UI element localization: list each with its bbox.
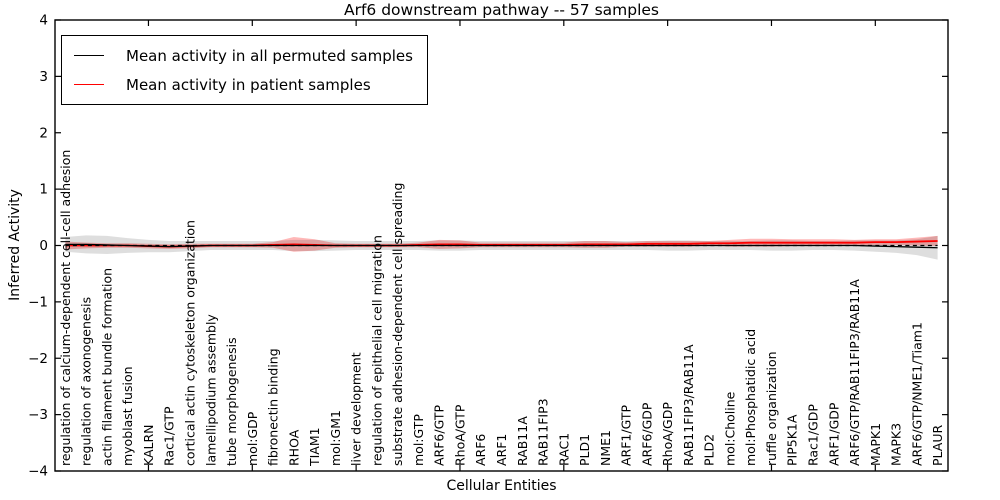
x-category-label: myoblast fusion [120,366,135,466]
x-category-label: RAC1 [556,433,571,466]
x-category-label: ARF6/GDP [639,402,654,466]
x-category-label: KALRN [141,424,156,466]
x-category-label: MAPK3 [889,423,904,466]
y-tick-label: 4 [39,13,48,29]
x-category-label: actin filament bundle formation [99,268,114,466]
x-category-label: ARF1 [494,434,509,466]
legend-entry-patient: Mean activity in patient samples [74,70,413,99]
x-category-label: Rac1/GDP [806,404,821,466]
x-category-label: ARF6/GTP [432,405,447,466]
y-axis-label: Inferred Activity [7,189,23,301]
legend-line-swatch-black [74,55,104,56]
legend-label: Mean activity in patient samples [126,75,371,94]
x-category-label: mol:GDP [245,411,260,466]
x-category-label: TIAM1 [307,427,322,467]
y-tick-label: −3 [28,407,48,423]
x-category-label: liver development [349,352,364,466]
x-category-label: MAPK1 [868,423,883,466]
x-category-label: ruffle organization [764,351,779,466]
legend-line-swatch-red [74,84,104,85]
x-category-label: ARF6/GTP/RAB11FIP3/RAB11A [847,279,862,466]
x-category-label: Rac1/GTP [162,406,177,466]
legend-label: Mean activity in all permuted samples [126,46,413,65]
x-category-label: ARF1/GTP [619,405,634,466]
x-category-label: ARF1/GDP [826,402,841,466]
x-category-label: ARF6 [473,434,488,466]
y-tick-label: 0 [39,238,48,254]
x-category-label: PIP5K1A [785,414,800,466]
x-category-label: regulation of epithelial cell migration [369,235,384,466]
y-tick-label: 3 [39,69,48,85]
x-category-label: NME1 [598,430,613,466]
y-tick-label: −4 [28,464,48,480]
x-category-label: mol:GM1 [328,410,343,466]
x-category-label: cortical actin cytoskeleton organization [182,220,197,466]
x-category-label: RAB11FIP3/RAB11A [681,344,696,466]
x-category-label: regulation of axonogenesis [79,297,94,466]
y-tick-label: 2 [39,125,48,141]
legend-entry-permuted: Mean activity in all permuted samples [74,41,413,70]
x-category-label: PLAUR [930,425,945,466]
x-category-label: lamellipodium assembly [203,314,218,466]
patient-band [65,235,938,252]
x-category-label: mol:Phosphatidic acid [743,329,758,466]
x-category-label: RAB11A [515,416,530,466]
x-axis-label: Cellular Entities [446,478,557,494]
x-category-label: RhoA/GTP [452,404,467,466]
chart-title: Arf6 downstream pathway -- 57 samples [344,1,659,19]
x-category-label: RAB11FIP3 [536,398,551,466]
legend: Mean activity in all permuted samples Me… [61,35,428,105]
x-category-label: substrate adhesion-dependent cell spread… [390,183,405,466]
x-category-label: ARF6/GTP/NME1/Tiam1 [909,322,924,466]
permuted-band [65,235,938,260]
x-category-label: PLD1 [577,434,592,466]
y-tick-label: −2 [28,351,48,367]
x-category-label: regulation of calcium-dependent cell-cel… [58,150,73,466]
x-category-label: tube morphogenesis [224,337,239,466]
x-category-label: PLD2 [702,434,717,466]
y-tick-label: −1 [28,294,48,310]
x-category-label: fibronectin binding [266,348,281,466]
x-category-label: mol:GTP [411,414,426,466]
x-category-label: RhoA/GDP [660,402,675,466]
x-category-label: RHOA [286,429,301,466]
x-category-label: mol:Choline [722,391,737,466]
y-tick-label: 1 [39,182,48,198]
